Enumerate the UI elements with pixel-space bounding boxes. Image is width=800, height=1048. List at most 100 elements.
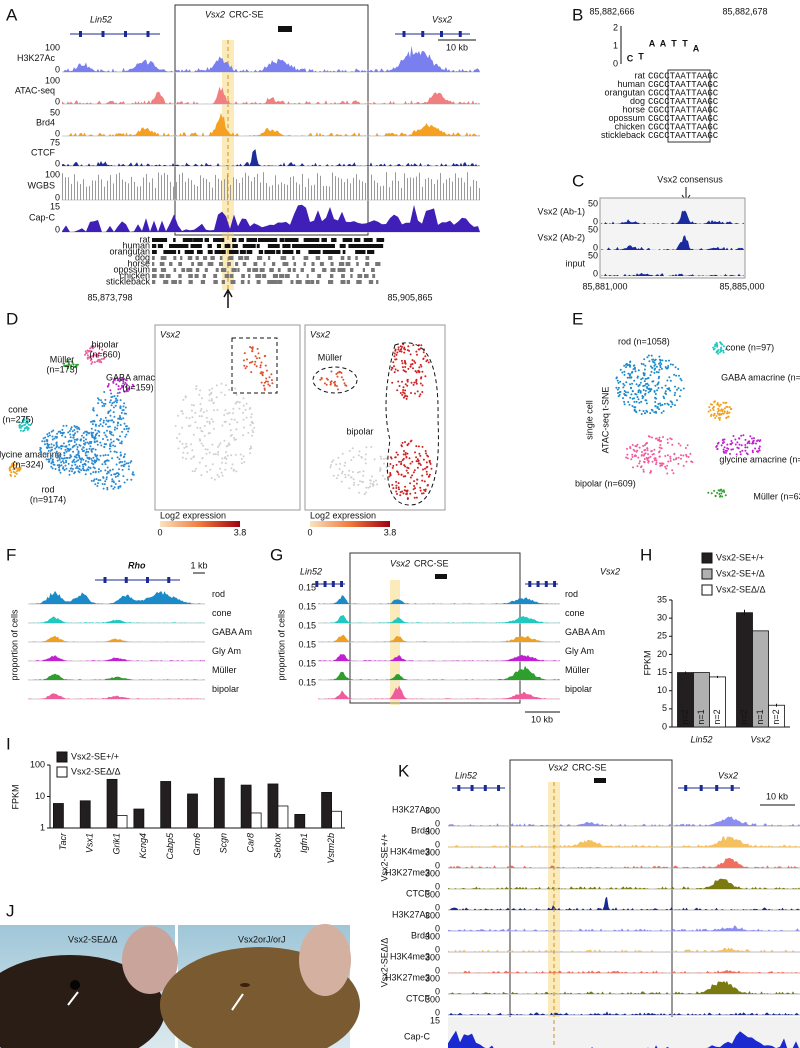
conservation-block — [152, 268, 157, 272]
cell-dot — [114, 404, 117, 407]
outline — [312, 366, 358, 394]
cell-dot — [223, 414, 226, 416]
conservation-block — [355, 256, 358, 260]
cell-dot — [258, 357, 261, 359]
cell-dot — [658, 358, 661, 361]
cell-dot — [334, 380, 337, 383]
cell-dot — [56, 445, 59, 448]
cell-dot — [44, 452, 47, 455]
cell-dot — [616, 388, 619, 391]
cell-dot — [123, 422, 126, 425]
wgbs-bar — [434, 184, 435, 200]
cell-dot — [744, 444, 747, 446]
cell-dot — [113, 401, 115, 404]
cluster-count: (n=159) — [122, 382, 153, 392]
cell-dot — [643, 453, 646, 456]
cell-dot — [59, 445, 62, 448]
cell-dot — [212, 401, 215, 404]
signal-track — [318, 665, 560, 680]
cell-dot — [635, 383, 638, 386]
cell-dot — [235, 470, 238, 473]
cell-dot — [194, 421, 197, 424]
cell-dot — [117, 487, 120, 490]
cell-dot — [121, 386, 124, 389]
cell-dot — [81, 457, 83, 460]
exon — [315, 581, 319, 587]
cell-dot — [637, 398, 640, 401]
cell-dot — [394, 349, 397, 352]
track-tick: 0 — [55, 96, 60, 106]
cell-dot — [674, 458, 677, 461]
n-label: n=2 — [680, 709, 690, 724]
exon — [483, 785, 487, 791]
cell-dot — [627, 401, 630, 403]
cell-dot — [191, 449, 194, 452]
wgbs-bar — [386, 172, 387, 200]
inset-label: bipolar — [346, 426, 373, 436]
conservation-block — [169, 244, 179, 248]
cell-dot — [223, 457, 226, 460]
cell-dot — [236, 421, 239, 424]
cell-dot — [219, 467, 221, 470]
cell-dot — [647, 456, 650, 459]
cell-dot — [71, 430, 74, 433]
cell-dot — [659, 364, 662, 367]
cell-dot — [105, 476, 108, 479]
legend-label: Vsx2-SEΔ/Δ — [716, 584, 766, 594]
legend-label: Vsx2-SE+/+ — [71, 751, 119, 761]
wgbs-bar — [293, 176, 294, 200]
cell-dot — [65, 461, 68, 464]
track-tick: 0.15 — [298, 658, 316, 668]
cell-dot — [392, 487, 395, 490]
cell-dot — [67, 462, 70, 465]
signal-track — [62, 204, 480, 232]
conservation-block — [160, 256, 167, 260]
wgbs-bar — [80, 184, 81, 200]
cell-dot — [661, 403, 664, 406]
cell-dot — [723, 438, 726, 441]
cell-dot — [91, 423, 94, 426]
cell-dot — [622, 382, 625, 385]
cell-dot — [234, 387, 237, 390]
cell-dot — [181, 442, 184, 445]
cell-dot — [213, 427, 215, 430]
cell-dot — [623, 384, 626, 387]
cell-dot — [362, 481, 364, 484]
cell-dot — [666, 441, 669, 444]
photos — [0, 924, 360, 1048]
conservation-block — [279, 238, 285, 242]
cell-dot — [406, 498, 409, 500]
exon — [124, 31, 127, 37]
cell-dot — [638, 462, 641, 465]
cell-dot — [103, 404, 106, 407]
cell-dot — [106, 466, 109, 469]
track-tick: 300 — [425, 952, 440, 962]
cell-dot — [393, 355, 396, 358]
cell-dot — [337, 456, 340, 459]
cell-dot — [262, 384, 265, 387]
wgbs-bar — [74, 174, 75, 200]
cell-dot — [19, 466, 22, 469]
conservation-block — [355, 250, 366, 254]
cell-dot — [117, 388, 120, 391]
wgbs-bar — [173, 186, 174, 200]
cell-dot — [718, 493, 721, 495]
conservation-block — [161, 238, 168, 242]
conservation-block — [365, 262, 370, 266]
track-label: Vsx2 (Ab-2) — [537, 232, 585, 242]
cell-dot — [680, 454, 682, 457]
cell-dot — [92, 466, 95, 469]
cell-dot — [667, 365, 670, 367]
conservation-block — [253, 262, 258, 266]
cell-dot — [68, 470, 71, 472]
conservation-block — [188, 280, 193, 284]
cell-dot — [671, 363, 674, 366]
conservation-block — [229, 250, 239, 254]
wgbs-bar — [407, 178, 408, 200]
cell-dot — [710, 413, 713, 416]
cell-dot — [646, 447, 649, 450]
cell-dot — [73, 461, 76, 464]
cell-dot — [15, 466, 17, 469]
cell-dot — [43, 440, 46, 443]
cell-dot — [71, 464, 73, 467]
